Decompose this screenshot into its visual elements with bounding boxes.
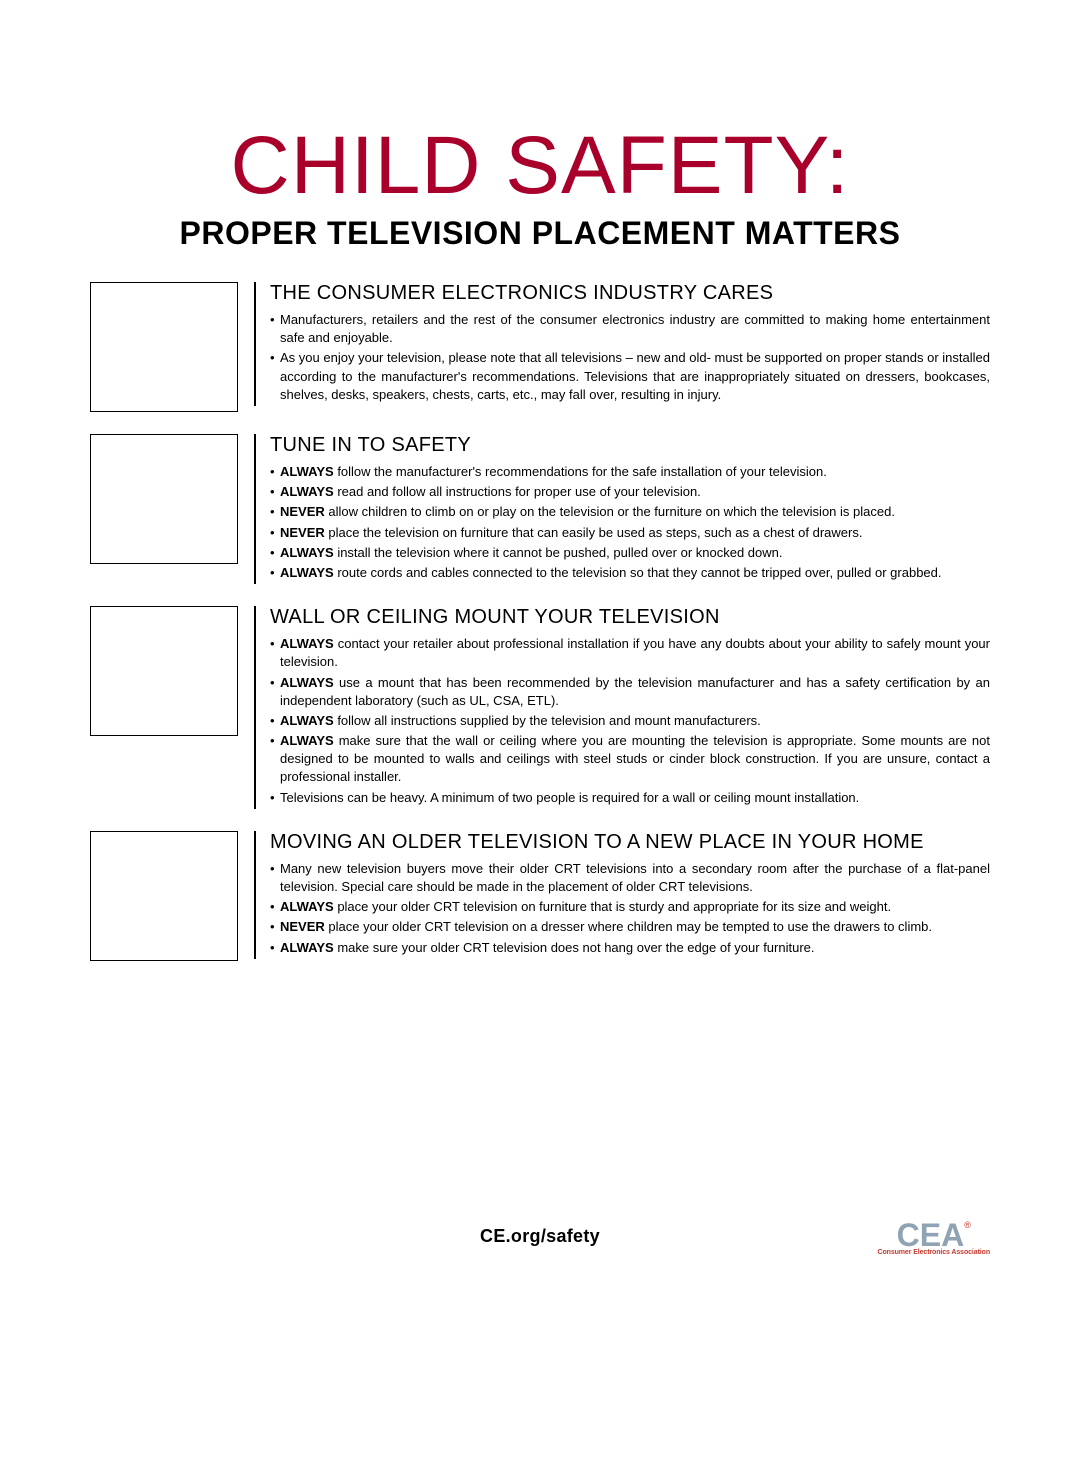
- bullet-item: ALWAYS make sure your older CRT televisi…: [270, 939, 990, 957]
- section: WALL OR CEILING MOUNT YOUR TELEVISION ALW…: [90, 606, 990, 809]
- bullet-list: Many new television buyers move their ol…: [270, 860, 990, 957]
- keyword: ALWAYS: [280, 565, 334, 580]
- image-placeholder: [90, 434, 238, 564]
- section-heading: TUNE IN TO SAFETY: [270, 434, 990, 457]
- bullet-item: Televisions can be heavy. A minimum of t…: [270, 789, 990, 807]
- section-body: MOVING AN OLDER TELEVISION TO A NEW PLAC…: [254, 831, 990, 959]
- bullet-item: As you enjoy your television, please not…: [270, 349, 990, 404]
- bullet-item: ALWAYS follow the manufacturer's recomme…: [270, 463, 990, 481]
- footer: CE.org/safety CEA® Consumer Electronics …: [90, 1226, 990, 1247]
- keyword: ALWAYS: [280, 636, 334, 651]
- keyword: ALWAYS: [280, 940, 334, 955]
- image-placeholder: [90, 282, 238, 412]
- bullet-item: NEVER allow children to climb on or play…: [270, 503, 990, 521]
- cea-logo-text: CEA: [897, 1217, 965, 1253]
- cea-logo-subtitle: Consumer Electronics Association: [878, 1249, 990, 1256]
- bullet-item: ALWAYS place your older CRT television o…: [270, 898, 990, 916]
- main-title: CHILD SAFETY:: [90, 125, 990, 207]
- bullet-item: Manufacturers, retailers and the rest of…: [270, 311, 990, 347]
- keyword: ALWAYS: [280, 899, 334, 914]
- section-heading: MOVING AN OLDER TELEVISION TO A NEW PLAC…: [270, 831, 990, 854]
- subtitle: PROPER TELEVISION PLACEMENT MATTERS: [90, 215, 990, 252]
- cea-logo: CEA® Consumer Electronics Association: [878, 1220, 990, 1256]
- bullet-list: ALWAYS contact your retailer about profe…: [270, 635, 990, 807]
- keyword: ALWAYS: [280, 484, 334, 499]
- section-body: THE CONSUMER ELECTRONICS INDUSTRY CARES M…: [254, 282, 990, 406]
- section: TUNE IN TO SAFETY ALWAYS follow the manuf…: [90, 434, 990, 584]
- bullet-item: NEVER place your older CRT television on…: [270, 918, 990, 936]
- keyword: ALWAYS: [280, 733, 334, 748]
- section-heading: WALL OR CEILING MOUNT YOUR TELEVISION: [270, 606, 990, 629]
- keyword: ALWAYS: [280, 464, 334, 479]
- bullet-item: ALWAYS contact your retailer about profe…: [270, 635, 990, 671]
- keyword: NEVER: [280, 919, 325, 934]
- bullet-item: ALWAYS install the television where it c…: [270, 544, 990, 562]
- bullet-item: ALWAYS follow all instructions supplied …: [270, 712, 990, 730]
- bullet-item: ALWAYS use a mount that has been recomme…: [270, 674, 990, 710]
- footer-url: CE.org/safety: [480, 1226, 600, 1247]
- keyword: NEVER: [280, 504, 325, 519]
- sections-container: THE CONSUMER ELECTRONICS INDUSTRY CARES M…: [90, 282, 990, 961]
- keyword: ALWAYS: [280, 675, 334, 690]
- image-placeholder: [90, 831, 238, 961]
- bullet-item: Many new television buyers move their ol…: [270, 860, 990, 896]
- keyword: ALWAYS: [280, 545, 334, 560]
- bullet-item: NEVER place the television on furniture …: [270, 524, 990, 542]
- bullet-item: ALWAYS read and follow all instructions …: [270, 483, 990, 501]
- keyword: ALWAYS: [280, 713, 334, 728]
- section-body: WALL OR CEILING MOUNT YOUR TELEVISION ALW…: [254, 606, 990, 809]
- keyword: NEVER: [280, 525, 325, 540]
- section: MOVING AN OLDER TELEVISION TO A NEW PLAC…: [90, 831, 990, 961]
- section: THE CONSUMER ELECTRONICS INDUSTRY CARES M…: [90, 282, 990, 412]
- title-block: CHILD SAFETY: PROPER TELEVISION PLACEMEN…: [90, 125, 990, 252]
- image-placeholder: [90, 606, 238, 736]
- bullet-item: ALWAYS route cords and cables connected …: [270, 564, 990, 582]
- bullet-item: ALWAYS make sure that the wall or ceilin…: [270, 732, 990, 787]
- bullet-list: Manufacturers, retailers and the rest of…: [270, 311, 990, 404]
- cea-logo-reg: ®: [964, 1220, 971, 1230]
- bullet-list: ALWAYS follow the manufacturer's recomme…: [270, 463, 990, 582]
- section-body: TUNE IN TO SAFETY ALWAYS follow the manuf…: [254, 434, 990, 584]
- section-heading: THE CONSUMER ELECTRONICS INDUSTRY CARES: [270, 282, 990, 305]
